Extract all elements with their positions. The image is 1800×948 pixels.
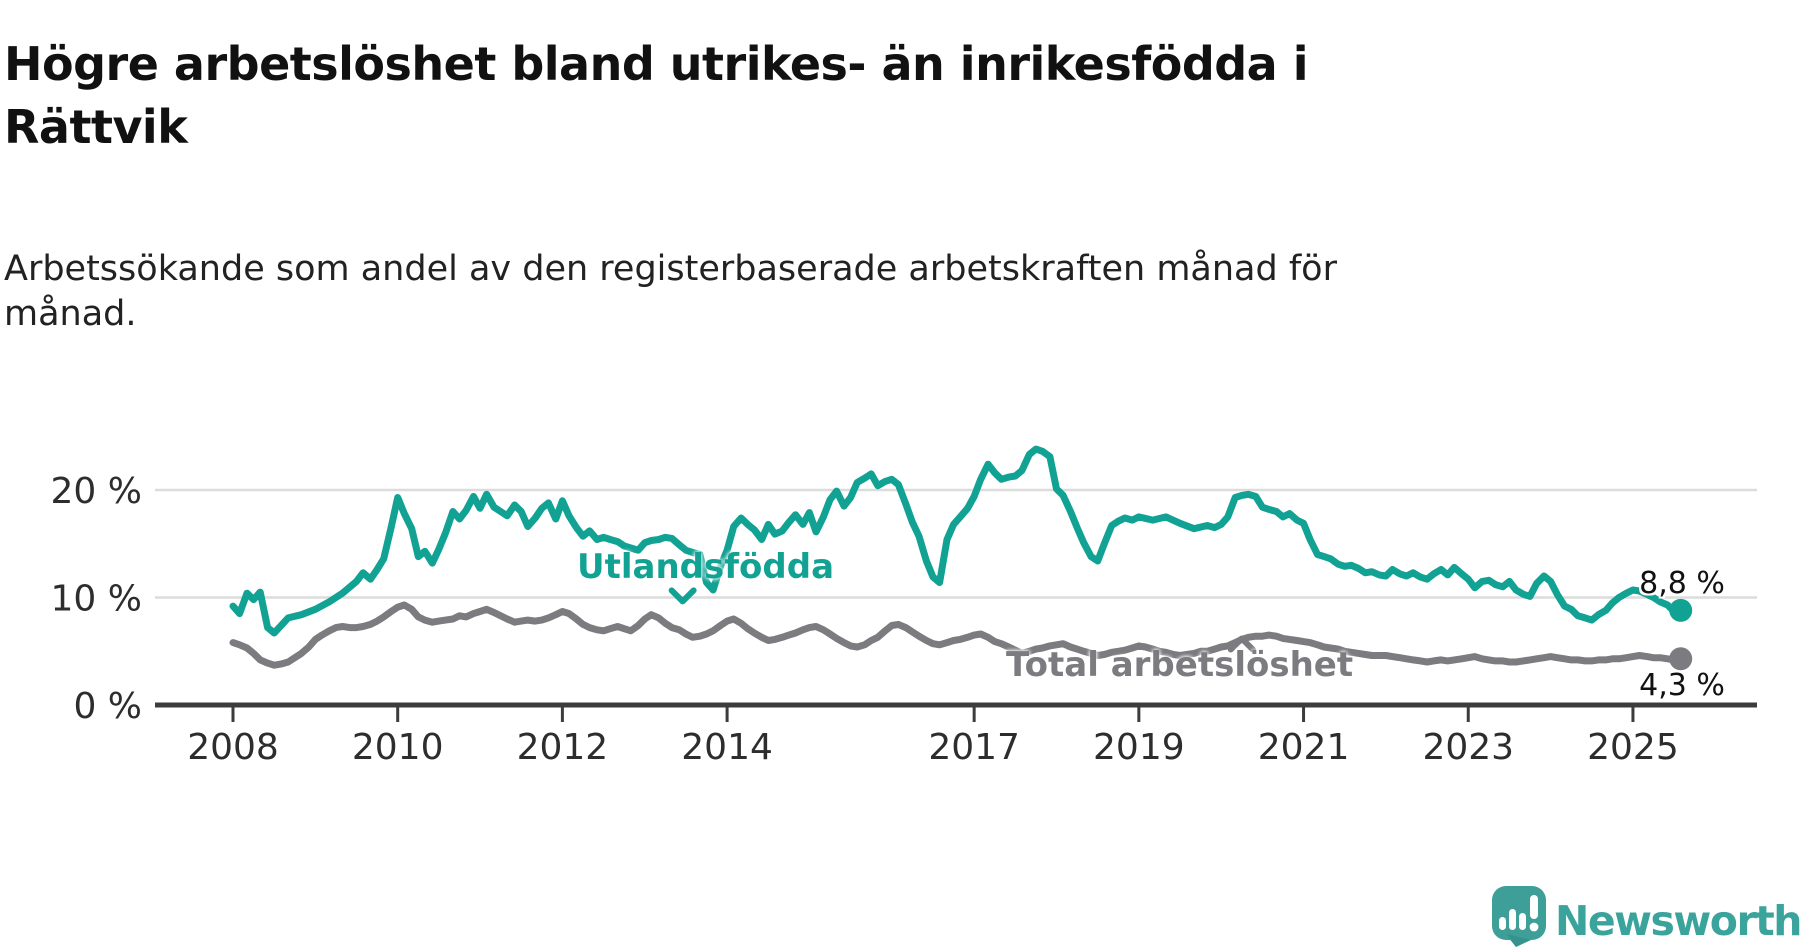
svg-text:10 %: 10 % xyxy=(51,579,142,620)
svg-text:2017: 2017 xyxy=(928,727,1020,768)
newsworthy-bubble-chart-icon xyxy=(1492,886,1546,947)
svg-text:2021: 2021 xyxy=(1258,727,1350,768)
end-value-label-total: 4,3 % xyxy=(1639,668,1725,703)
svg-text:2012: 2012 xyxy=(517,727,609,768)
series-label-total-arbetsloshet: Total arbetslöshet xyxy=(1006,645,1354,685)
svg-text:2025: 2025 xyxy=(1587,727,1679,768)
svg-text:20 %: 20 % xyxy=(51,471,142,512)
newsworthy-logo: Newsworthy xyxy=(1491,884,1800,948)
series-label-utlandsfodda: Utlandsfödda xyxy=(577,547,835,587)
svg-text:0 %: 0 % xyxy=(73,686,142,727)
svg-text:2010: 2010 xyxy=(352,727,444,768)
end-value-label-utlandsfodda: 8,8 % xyxy=(1639,566,1725,601)
svg-text:2023: 2023 xyxy=(1422,727,1514,768)
svg-text:2008: 2008 xyxy=(187,727,279,768)
svg-text:2014: 2014 xyxy=(681,727,773,768)
newsworthy-logo-text: Newsworthy xyxy=(1555,897,1800,945)
page-title: Högre arbetslöshet bland utrikes- än inr… xyxy=(4,36,1309,155)
svg-text:2019: 2019 xyxy=(1093,727,1185,768)
page-subtitle: Arbetssökande som andel av den registerb… xyxy=(4,249,1337,334)
